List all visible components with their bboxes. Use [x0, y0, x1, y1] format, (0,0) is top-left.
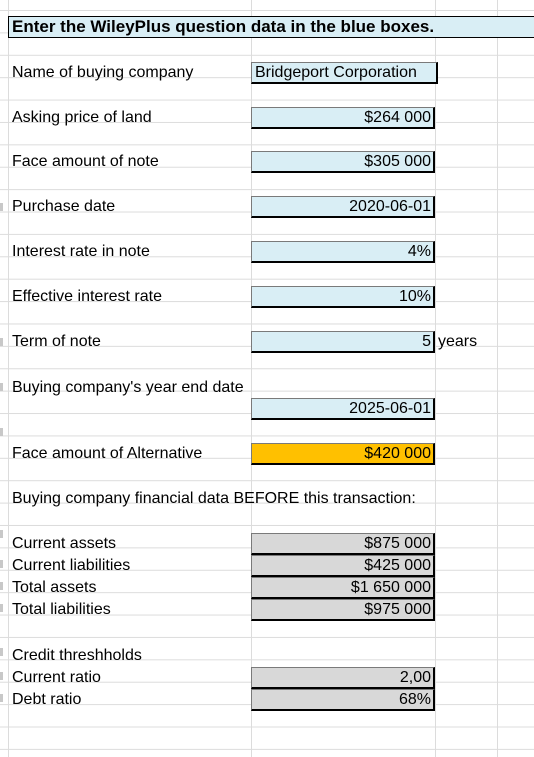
row-marker — [0, 203, 3, 211]
debt-ratio-value[interactable]: 68% — [251, 689, 435, 711]
instruction-header: Enter the WileyPlus question data in the… — [12, 17, 435, 36]
grid-column-line — [8, 0, 9, 757]
term-input[interactable]: 5 — [251, 331, 435, 353]
alternative-input[interactable]: $420 000 — [251, 443, 435, 465]
purchase-date-label: Purchase date — [12, 198, 116, 215]
company-input[interactable]: Bridgeport Corporation — [251, 62, 438, 84]
row-marker — [0, 604, 3, 612]
debt-ratio-label: Debt ratio — [12, 691, 82, 708]
header-band — [8, 16, 534, 38]
current-ratio-label: Current ratio — [12, 669, 101, 686]
row-marker — [0, 560, 3, 568]
purchase-date-input[interactable]: 2020-06-01 — [251, 196, 435, 218]
row-marker — [0, 672, 3, 680]
current-liabilities-label: Current liabilities — [12, 557, 131, 574]
interest-rate-input[interactable]: 4% — [251, 241, 435, 263]
row-marker — [0, 428, 3, 436]
term-label: Term of note — [12, 333, 101, 350]
row-marker — [0, 530, 3, 538]
row-marker — [0, 338, 3, 346]
row-marker — [0, 648, 3, 656]
total-liabilities-value[interactable]: $975 000 — [251, 599, 435, 621]
company-label: Name of buying company — [12, 64, 194, 81]
current-assets-value[interactable]: $875 000 — [251, 533, 435, 555]
alternative-label: Face amount of Alternative — [12, 445, 203, 462]
current-liabilities-value[interactable]: $425 000 — [251, 555, 435, 577]
current-assets-label: Current assets — [12, 535, 117, 552]
financial-section-title: Buying company financial data BEFORE thi… — [12, 490, 416, 507]
asking-price-label: Asking price of land — [12, 109, 152, 126]
effective-rate-input[interactable]: 10% — [251, 286, 435, 308]
grid-column-line — [497, 0, 498, 757]
credit-section-title: Credit threshholds — [12, 647, 142, 664]
face-amount-label: Face amount of note — [12, 153, 159, 170]
asking-price-input[interactable]: $264 000 — [251, 107, 435, 129]
row-marker — [0, 582, 3, 590]
interest-rate-label: Interest rate in note — [12, 243, 150, 260]
year-end-label: Buying company's year end date — [12, 379, 244, 396]
effective-rate-label: Effective interest rate — [12, 288, 162, 305]
year-end-input[interactable]: 2025-06-01 — [251, 398, 435, 420]
current-ratio-value[interactable]: 2,00 — [251, 667, 435, 689]
grid-column-line — [251, 0, 252, 757]
total-liabilities-label: Total liabilities — [12, 601, 111, 618]
total-assets-value[interactable]: $1 650 000 — [251, 577, 435, 599]
total-assets-label: Total assets — [12, 579, 97, 596]
term-unit: years — [438, 333, 478, 350]
grid-column-line — [435, 0, 436, 757]
face-amount-input[interactable]: $305 000 — [251, 151, 435, 173]
row-marker — [0, 694, 3, 702]
row-marker — [0, 383, 3, 391]
